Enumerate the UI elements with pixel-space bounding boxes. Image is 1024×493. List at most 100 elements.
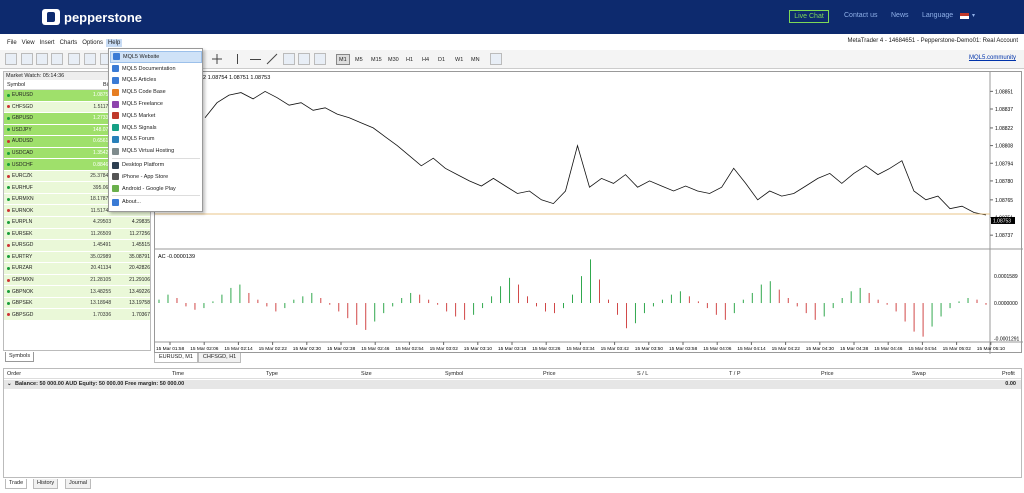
help-menu-item-about[interactable]: About...: [110, 197, 202, 209]
news-link[interactable]: News: [891, 12, 909, 19]
menu-options[interactable]: Options: [82, 39, 103, 46]
help-menu-item-mql5-forum[interactable]: MQL5 Forum: [110, 134, 202, 146]
help-menu-item-mql5-documentation[interactable]: MQL5 Documentation: [110, 63, 202, 75]
help-menu-item-mql5-freelance[interactable]: MQL5 Freelance: [110, 98, 202, 110]
menu-charts[interactable]: Charts: [59, 39, 78, 46]
market-watch-row[interactable]: EURHUF 395.063: [4, 182, 150, 194]
market-watch-row[interactable]: USDCAD 1.35421: [4, 147, 150, 160]
market-watch-row[interactable]: EURMXN 18.17871: [4, 193, 150, 206]
timeframe-m30[interactable]: M30: [388, 57, 399, 63]
bar-chart-icon[interactable]: [68, 53, 80, 65]
market-watch-icon[interactable]: [36, 53, 48, 65]
market-watch-row[interactable]: AUDUSD 0.65612: [4, 136, 150, 148]
vertical-line-icon[interactable]: [237, 54, 238, 64]
market-watch-row[interactable]: CHFSGD 1.51171: [4, 101, 150, 114]
candlestick-icon[interactable]: [84, 53, 96, 65]
fullscreen-icon[interactable]: [490, 53, 502, 65]
help-menu-item-mql5-website[interactable]: MQL5 Website: [110, 51, 202, 63]
timeframe-m5[interactable]: M5: [355, 57, 363, 63]
mql5-community-link[interactable]: MQL5.community: [968, 55, 1016, 61]
menu-help[interactable]: Help: [105, 38, 123, 47]
balance-row[interactable]: ⌄ Balance: 50 000.00 AUD Equity: 50 000.…: [4, 380, 1021, 389]
profiles-icon[interactable]: [21, 53, 33, 65]
help-menu-item-iphone-app-store[interactable]: iPhone - App Store: [110, 171, 202, 183]
fibonacci-icon[interactable]: [298, 53, 310, 65]
contact-link[interactable]: Contact us: [844, 12, 878, 19]
navigator-icon[interactable]: [51, 53, 63, 65]
bid-column-header[interactable]: Bid: [67, 80, 111, 89]
symbols-tab[interactable]: Symbols: [5, 352, 35, 362]
terminal-tab-trade[interactable]: Trade: [5, 479, 28, 489]
arrows-icon[interactable]: [314, 53, 326, 65]
price-series-line[interactable]: [204, 90, 987, 216]
terminal-column-symbol[interactable]: Symbol: [445, 371, 464, 377]
time-axis-label: 15 Mar 05:02: [943, 346, 972, 352]
chevron-down-icon[interactable]: ▾: [972, 13, 976, 19]
crosshair-icon[interactable]: [211, 53, 223, 65]
market-watch-row[interactable]: GBPSEK 13.18948 13.19758: [4, 297, 150, 310]
uk-flag-icon[interactable]: [960, 13, 969, 19]
terminal-column-price[interactable]: Price: [543, 371, 556, 377]
timeframe-h4[interactable]: H4: [422, 57, 430, 63]
terminal-tab-history[interactable]: History: [33, 479, 59, 489]
symbol-name: GBPNOK: [11, 288, 34, 295]
help-menu-item-mql5-articles[interactable]: MQL5 Articles: [110, 75, 202, 87]
chart-header-text: 2 1.08754 1.08751 1.08753: [203, 75, 270, 81]
chart-window[interactable]: 2 1.08754 1.08751 1.08753 1.08851 1.08837 1…: [154, 71, 1023, 354]
menu-file[interactable]: File: [7, 39, 17, 46]
market-watch-row[interactable]: USDJPY 148.072: [4, 124, 150, 137]
help-menu-item-android-google-play[interactable]: Android - Google Play: [110, 183, 202, 195]
terminal-column-type[interactable]: Type: [266, 371, 278, 377]
market-watch-row[interactable]: USDCHF 0.88460: [4, 159, 150, 171]
terminal-tab-journal[interactable]: Journal: [65, 479, 92, 489]
market-watch-row[interactable]: EURSGD 1.45491 1.45515: [4, 240, 150, 252]
market-watch-row[interactable]: GBPNOK 13.48255 13.49226: [4, 286, 150, 298]
price-chart[interactable]: 2 1.08754 1.08751 1.08753 1.08851 1.08837 1…: [155, 72, 1023, 354]
terminal-column-sl[interactable]: S / L: [637, 371, 649, 377]
horizontal-line-icon[interactable]: [250, 59, 261, 60]
terminal-column-price[interactable]: Price: [821, 371, 834, 377]
market-watch-row[interactable]: GBPUSD 1.27336: [4, 113, 150, 125]
text-label-icon[interactable]: [283, 53, 295, 65]
terminal-column-time[interactable]: Time: [172, 371, 185, 377]
collapse-icon[interactable]: ⌄: [7, 381, 12, 387]
terminal-column-profit[interactable]: Profit: [1002, 371, 1015, 377]
site-header: pepperstone Live Chat Contact us News La…: [0, 0, 1024, 34]
time-axis-label: 15 Mar 01:58: [156, 346, 185, 352]
terminal-column-swap[interactable]: Swap: [912, 371, 926, 377]
market-watch-row[interactable]: GBPSGD 1.70336 1.70367: [4, 309, 150, 321]
help-menu-item-mql5-market[interactable]: MQL5 Market: [110, 110, 202, 122]
market-watch-row[interactable]: EURTRY 35.02989 35.08791: [4, 251, 150, 264]
live-chat-button[interactable]: Live Chat: [789, 10, 829, 23]
terminal-column-order[interactable]: Order: [7, 371, 22, 377]
android-icon: [112, 185, 119, 193]
chart-tab[interactable]: CHFSGD, H1: [197, 353, 242, 363]
timeframe-m15[interactable]: M15: [371, 57, 382, 63]
market-watch-row[interactable]: EURCZK 25.37840: [4, 170, 150, 183]
symbol-column-header[interactable]: Symbol: [7, 82, 26, 88]
timeframe-mn[interactable]: MN: [471, 57, 480, 63]
timeframe-m1[interactable]: M1: [336, 54, 350, 65]
help-menu-item-mql5-code-base[interactable]: MQL5 Code Base: [110, 86, 202, 98]
market-watch-row[interactable]: GBPMXN 21.28105 21.29106: [4, 274, 150, 287]
timeframe-d1[interactable]: D1: [438, 57, 446, 63]
help-menu-item-desktop-platform[interactable]: Desktop Platform: [110, 159, 202, 171]
chart-tab[interactable]: EURUSD, M1: [154, 353, 198, 363]
terminal-column-size[interactable]: Size: [361, 371, 372, 377]
help-menu-item-mql5-signals[interactable]: MQL5 Signals: [110, 122, 202, 134]
menu-insert[interactable]: Insert: [39, 39, 55, 46]
timeframe-h1[interactable]: H1: [406, 57, 414, 63]
menu-view[interactable]: View: [21, 39, 35, 46]
trendline-icon[interactable]: [266, 53, 278, 65]
new-chart-icon[interactable]: [5, 53, 17, 65]
pepperstone-logo[interactable]: pepperstone: [42, 9, 142, 25]
market-watch-row[interactable]: EURZAR 20.41134 20.42826: [4, 263, 150, 275]
terminal-column-tp[interactable]: T / P: [729, 371, 741, 377]
market-watch-row[interactable]: EURSEK 11.26509 11.27256: [4, 228, 150, 241]
market-watch-row[interactable]: EURPLN 4.29503 4.29835: [4, 217, 150, 229]
language-link[interactable]: Language: [922, 12, 954, 19]
help-menu-item-mql5-virtual-hosting[interactable]: MQL5 Virtual Hosting: [110, 145, 202, 157]
timeframe-w1[interactable]: W1: [455, 57, 464, 63]
market-watch-title: Market Watch: 05:14:36: [4, 72, 150, 80]
market-watch-row[interactable]: EURUSD 1.08753: [4, 90, 150, 102]
